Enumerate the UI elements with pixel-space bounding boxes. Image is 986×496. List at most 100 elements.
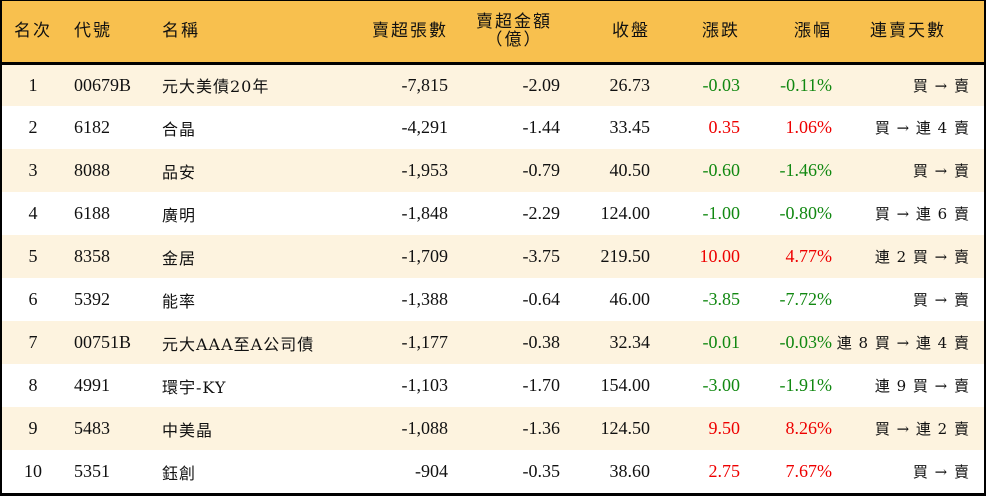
cell-net-sell-volume: -1,103 [401,375,449,395]
cell-net-sell-amount: -0.64 [522,289,561,309]
header-close[interactable]: 收盤 [560,1,650,65]
header-net-sell-amount-line2: （億） [485,30,543,51]
cell-change-pct: 4.77% [785,246,833,266]
cell-streak: 買 → 賣 [912,291,970,309]
table-row[interactable]: 3 8088 品安 -1,953 -0.79 40.50 -0.60 -1.46… [2,149,984,192]
header-rank[interactable]: 名次 [2,1,64,65]
cell-close: 26.73 [609,74,651,95]
cell-name[interactable]: 元大美債20年 [162,77,270,97]
cell-change-pct: 7.67% [785,461,833,481]
cell-net-sell-amount: -0.35 [522,461,561,481]
header-net-sell-amount[interactable]: 賣超金額 （億） [448,1,560,65]
cell-name[interactable]: 環宇-KY [162,377,227,397]
cell-code[interactable]: 5351 [74,461,110,481]
cell-name[interactable]: 金居 [162,248,197,268]
cell-code[interactable]: 8358 [74,246,110,266]
cell-net-sell-volume: -1,848 [401,203,449,223]
cell-code[interactable]: 5392 [74,289,110,309]
table-row[interactable]: 6 5392 能率 -1,388 -0.64 46.00 -3.85 -7.72… [2,278,984,321]
cell-name[interactable]: 合晶 [162,119,197,139]
cell-streak: 買 → 連 2 賣 [874,420,970,438]
cell-change: -0.60 [702,160,741,180]
table-row[interactable]: 5 8358 金居 -1,709 -3.75 219.50 10.00 4.77… [2,235,984,278]
header-code[interactable]: 代號 [64,1,160,65]
cell-rank: 8 [28,375,38,395]
cell-change-pct: -1.46% [779,160,833,180]
cell-close: 124.00 [600,203,651,223]
cell-net-sell-amount: -1.70 [522,375,561,395]
cell-rank: 7 [28,332,38,352]
header-net-sell-volume[interactable]: 賣超張數 [358,1,448,65]
cell-change: 9.50 [708,418,741,438]
cell-rank: 6 [28,289,38,309]
cell-net-sell-volume: -1,709 [401,246,449,266]
cell-code[interactable]: 00679B [74,74,132,95]
cell-rank: 5 [28,246,38,266]
table-row[interactable]: 2 6182 合晶 -4,291 -1.44 33.45 0.35 1.06% … [2,106,984,149]
cell-name[interactable]: 鈺創 [162,463,197,483]
table-row[interactable]: 9 5483 中美晶 -1,088 -1.36 124.50 9.50 8.26… [2,407,984,450]
cell-net-sell-amount: -2.09 [522,74,561,95]
cell-streak: 連 8 買 → 連 4 賣 [836,334,970,352]
cell-streak: 買 → 賣 [912,463,970,481]
cell-change-pct: -7.72% [779,289,833,309]
cell-net-sell-volume: -904 [415,461,448,481]
cell-code[interactable]: 8088 [74,160,110,180]
cell-net-sell-amount: -0.79 [522,160,561,180]
cell-streak: 買 → 連 6 賣 [874,205,970,223]
cell-streak: 連 9 買 → 賣 [874,377,970,395]
cell-change-pct: -0.11% [780,74,832,95]
cell-rank: 4 [28,203,38,223]
cell-close: 38.60 [609,461,651,481]
header-net-sell-amount-line1: 賣超金額 [476,12,552,33]
cell-change: 10.00 [699,246,741,266]
cell-rank: 9 [28,418,38,438]
cell-name[interactable]: 中美晶 [162,420,214,440]
cell-change: 0.35 [708,117,741,137]
cell-change-pct: 8.26% [785,418,833,438]
cell-name[interactable]: 元大AAA至A公司債 [162,334,315,354]
table-row[interactable]: 8 4991 環宇-KY -1,103 -1.70 154.00 -3.00 -… [2,364,984,407]
header-change[interactable]: 漲跌 [650,1,740,65]
table-row[interactable]: 7 00751B 元大AAA至A公司債 -1,177 -0.38 32.34 -… [2,321,984,364]
cell-streak: 買 → 賣 [912,76,970,95]
cell-change: -3.85 [702,289,741,309]
cell-net-sell-amount: -3.75 [522,246,561,266]
cell-net-sell-volume: -7,815 [401,74,449,95]
cell-change-pct: -0.03% [779,332,833,352]
cell-rank: 1 [28,74,38,95]
cell-code[interactable]: 00751B [74,332,132,352]
cell-net-sell-amount: -0.38 [522,332,561,352]
table-row[interactable]: 1 00679B 元大美債20年 -7,815 -2.09 26.73 -0.0… [2,63,984,106]
header-name[interactable]: 名稱 [160,1,358,65]
cell-code[interactable]: 6182 [74,117,110,137]
cell-streak: 買 → 連 4 賣 [874,119,970,137]
cell-close: 46.00 [609,289,651,309]
cell-code[interactable]: 5483 [74,418,110,438]
cell-net-sell-amount: -1.44 [522,117,561,137]
table-row[interactable]: 4 6188 廣明 -1,848 -2.29 124.00 -1.00 -0.8… [2,192,984,235]
cell-close: 124.50 [600,418,651,438]
table-row[interactable]: 10 5351 鈺創 -904 -0.35 38.60 2.75 7.67% 買… [2,450,984,493]
header-streak[interactable]: 連賣天數 [832,1,984,65]
cell-streak: 買 → 賣 [912,162,970,180]
cell-name[interactable]: 廣明 [162,205,197,225]
cell-close: 32.34 [609,332,651,352]
cell-net-sell-amount: -1.36 [522,418,561,438]
cell-change-pct: -1.91% [779,375,833,395]
cell-close: 33.45 [609,117,651,137]
header-row: 名次 代號 名稱 賣超張數 賣超金額 （億） 收盤 漲跌 漲幅 連賣天數 [2,1,984,65]
cell-name[interactable]: 能率 [162,291,197,311]
cell-change-pct: 1.06% [785,117,833,137]
cell-name[interactable]: 品安 [162,162,197,182]
cell-streak: 連 2 買 → 賣 [874,248,970,266]
cell-code[interactable]: 6188 [74,203,110,223]
cell-change: -1.00 [702,203,741,223]
cell-change: -3.00 [702,375,741,395]
cell-change-pct: -0.80% [779,203,833,223]
cell-rank: 2 [28,117,38,137]
cell-change: -0.01 [702,332,741,352]
cell-net-sell-volume: -1,177 [401,332,449,352]
header-change-pct[interactable]: 漲幅 [740,1,832,65]
cell-code[interactable]: 4991 [74,375,110,395]
